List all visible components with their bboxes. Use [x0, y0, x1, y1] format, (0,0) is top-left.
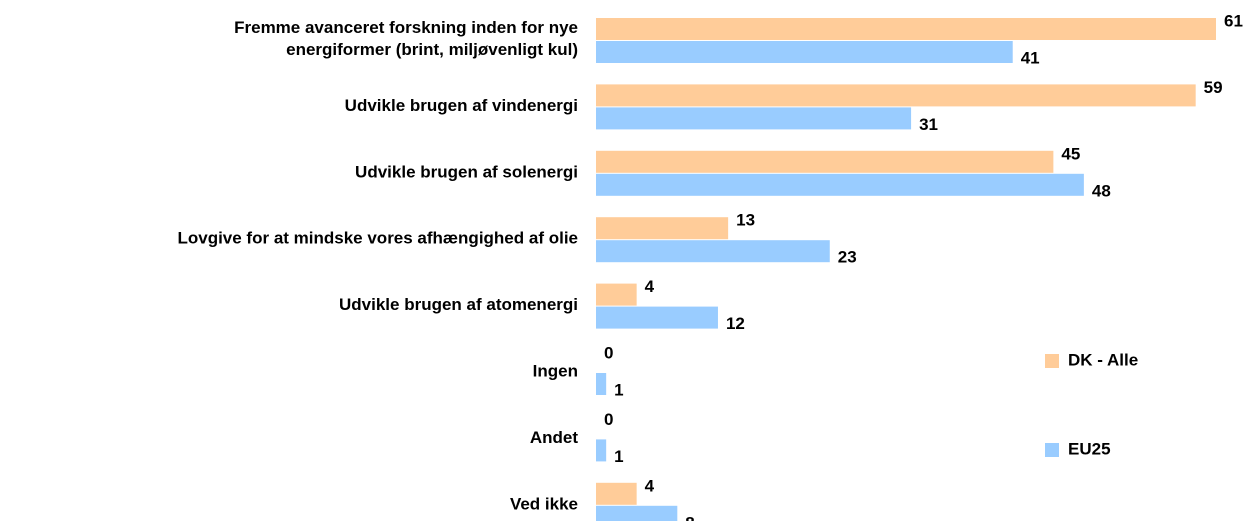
bar	[596, 306, 718, 329]
value-label: 0	[604, 343, 613, 362]
category-label: Andet	[530, 428, 579, 447]
value-label: 59	[1204, 78, 1223, 97]
value-label: 23	[838, 248, 857, 267]
value-label: 45	[1061, 144, 1080, 163]
bar	[596, 84, 1196, 107]
category-label: Lovgive for at mindske vores afhængighed…	[177, 229, 578, 248]
value-label: 13	[736, 211, 755, 230]
value-label: 8	[685, 513, 694, 521]
bar	[596, 107, 912, 130]
legend-label: EU25	[1068, 439, 1111, 458]
value-label: 31	[919, 115, 938, 134]
bar	[596, 41, 1013, 63]
bar	[596, 373, 607, 395]
bar	[596, 173, 1084, 196]
legend-label: DK - Alle	[1068, 350, 1138, 369]
value-label: 4	[645, 277, 655, 296]
bar	[596, 439, 607, 462]
bar	[596, 505, 678, 521]
value-label: 48	[1092, 181, 1111, 200]
value-label: 1	[614, 380, 623, 399]
category-label: Udvikle brugen af atomenergi	[339, 295, 578, 314]
category-label: Udvikle brugen af vindenergi	[345, 96, 578, 115]
category-label: Udvikle brugen af solenergi	[355, 162, 578, 181]
bar	[596, 18, 1216, 40]
category-label: Ingen	[533, 361, 578, 380]
category-label: Ved ikke	[510, 494, 578, 513]
value-label: 61	[1224, 11, 1243, 30]
bar	[596, 283, 637, 306]
bar	[596, 240, 830, 263]
bar	[596, 217, 729, 240]
value-label: 41	[1021, 48, 1040, 67]
legend-swatch	[1045, 443, 1059, 457]
category-label: Fremme avanceret forskning inden for nye…	[234, 18, 578, 59]
bar	[596, 150, 1054, 173]
legend-swatch	[1045, 354, 1059, 368]
value-label: 0	[604, 410, 613, 429]
value-label: 4	[645, 476, 655, 495]
value-label: 12	[726, 314, 745, 333]
value-label: 1	[614, 447, 623, 466]
bar	[596, 482, 637, 505]
